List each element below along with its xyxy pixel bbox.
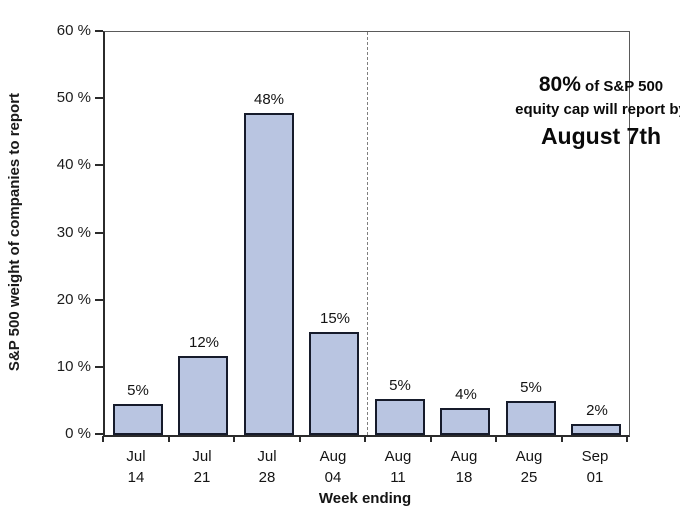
bar-value-label: 2% [586, 402, 608, 419]
bar [178, 356, 228, 435]
y-tick-label: 0 % [65, 425, 91, 442]
x-category-label: Jul 28 [234, 446, 300, 488]
bar [506, 401, 556, 435]
annotation-line-1-rest: of S&P 500 [580, 78, 664, 95]
x-category-label: Aug 18 [431, 446, 497, 488]
x-category-label-line: Aug [450, 448, 478, 465]
x-category-label-line: Aug [384, 448, 412, 465]
x-category-label: Aug 25 [496, 446, 562, 488]
x-category-label-line: Aug [515, 448, 543, 465]
x-tick-mark [561, 436, 563, 442]
x-category-label-line: 14 [127, 469, 145, 486]
bar [571, 424, 621, 435]
x-tick-mark [495, 436, 497, 442]
x-category-label: Aug 04 [300, 446, 366, 488]
y-tick-label: 20 % [56, 291, 91, 308]
y-tick-mark [95, 232, 103, 234]
bar [244, 113, 294, 435]
x-category-label-line: Jul [126, 448, 146, 465]
annotation-line-3: August 7th [540, 123, 662, 149]
x-category-label-line: 04 [324, 469, 342, 486]
x-category-label-line: 21 [193, 469, 211, 486]
x-tick-mark [168, 436, 170, 442]
annotation-percent: 80% [538, 73, 581, 96]
annotation-line-1: 80% of S&P 500 [472, 72, 680, 99]
y-tick-label: 40 % [56, 156, 91, 173]
x-tick-mark [430, 436, 432, 442]
bar-value-label: 5% [389, 377, 411, 394]
bar-value-label: 4% [455, 386, 477, 403]
bar-value-label: 5% [127, 382, 149, 399]
x-tick-mark [364, 436, 366, 442]
bar-value-label: 48% [253, 91, 285, 108]
bar [440, 408, 490, 435]
y-tick-mark [95, 299, 103, 301]
x-category-label-line: 18 [455, 469, 473, 486]
x-category-label-line: 28 [258, 469, 276, 486]
y-tick-mark [95, 30, 103, 32]
x-category-label: Aug 11 [365, 446, 431, 488]
y-tick-label: 10 % [56, 358, 91, 375]
x-category-label-line: 01 [586, 469, 604, 486]
x-category-label-line: Aug [319, 448, 347, 465]
x-tick-mark [626, 436, 628, 442]
y-tick-label: 60 % [56, 22, 91, 39]
bar-value-label: 5% [520, 379, 542, 396]
y-axis-title: S&P 500 weight of companies to report [6, 92, 23, 372]
bar [375, 399, 425, 435]
y-tick-mark [95, 97, 103, 99]
bar [113, 404, 163, 435]
plot-area: 5% 12% 48% 15% 5% 4% 5% 2% 80% of S&P 500 equit… [103, 31, 680, 437]
x-category-label-line: Jul [192, 448, 212, 465]
bar-value-label: 15% [319, 310, 351, 327]
x-axis-title: Week ending [318, 490, 412, 507]
x-category-label: Sep 01 [562, 446, 628, 488]
x-category-label-line: 11 [390, 469, 406, 486]
y-tick-mark [95, 164, 103, 166]
bar [309, 332, 359, 435]
y-tick-mark [95, 433, 103, 435]
y-tick-label: 50 % [56, 89, 91, 106]
annotation-line-2: equity cap will report by [515, 101, 680, 118]
x-category-label-line: 25 [520, 469, 538, 486]
x-tick-mark [102, 436, 104, 442]
x-category-label: Jul 14 [103, 446, 169, 488]
x-tick-mark [299, 436, 301, 442]
x-tick-mark [233, 436, 235, 442]
x-category-label-line: Sep [581, 448, 609, 465]
bar-value-label: 12% [188, 334, 220, 351]
y-tick-label: 30 % [56, 224, 91, 241]
x-category-label-line: Jul [257, 448, 277, 465]
dashed-separator-line [367, 32, 368, 435]
y-tick-mark [95, 366, 103, 368]
x-category-label: Jul 21 [169, 446, 235, 488]
annotation-callout: 80% of S&P 500 equity cap will report by… [472, 72, 680, 151]
